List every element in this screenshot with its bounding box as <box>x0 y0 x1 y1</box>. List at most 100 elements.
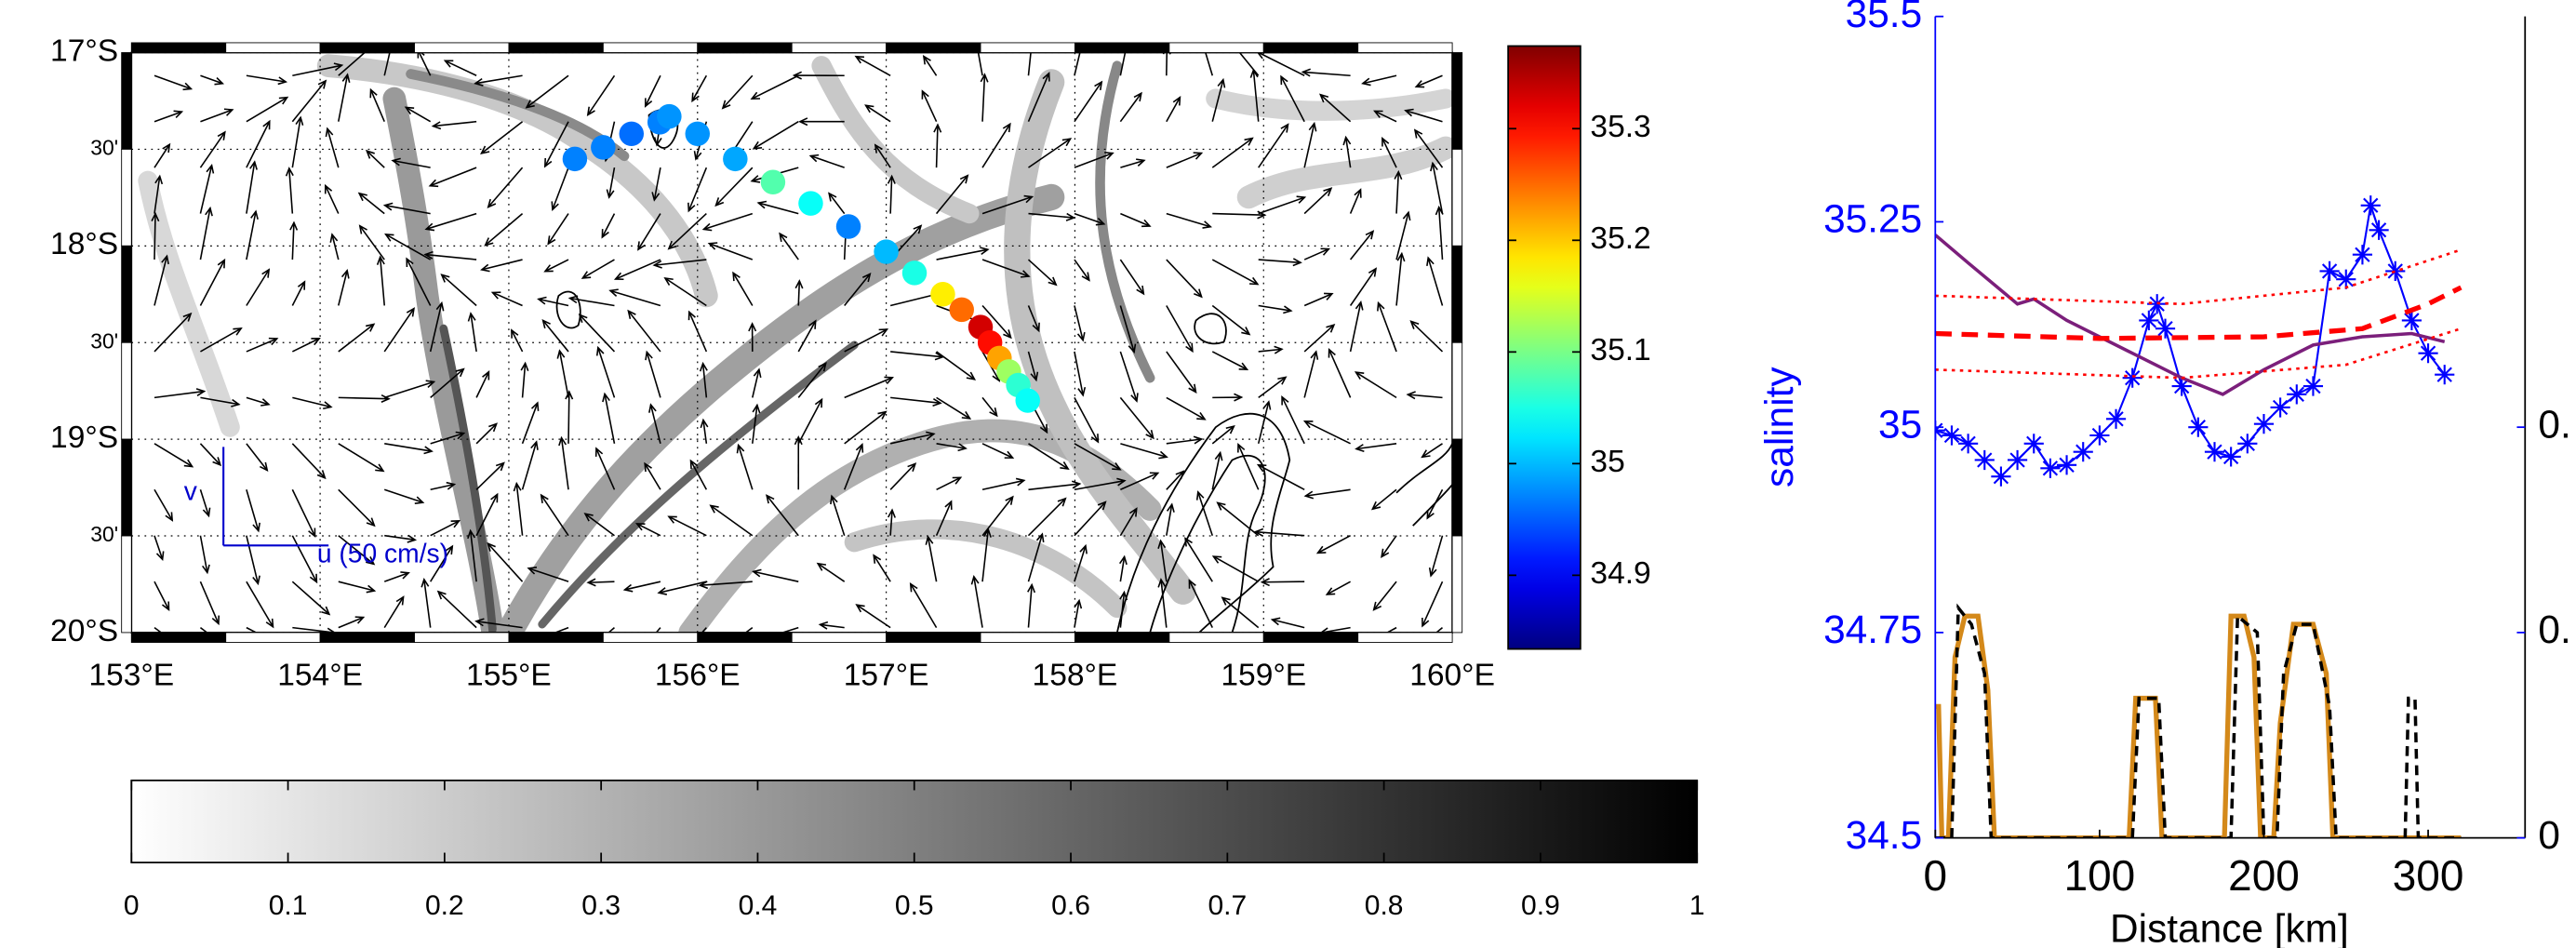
current-arrow <box>393 159 431 168</box>
current-arrow <box>1120 159 1145 168</box>
current-arrow <box>1212 212 1265 217</box>
annotation: v <box>184 475 198 505</box>
current-arrow <box>288 167 294 214</box>
current-arrow <box>153 535 164 560</box>
current-arrow-head <box>1253 527 1264 537</box>
current-arrow-head <box>1002 122 1011 133</box>
current-arrow-head <box>594 447 604 457</box>
current-arrow <box>291 535 318 582</box>
colorbar-tick-label: 34.9 <box>1590 556 1650 591</box>
current-arrow <box>383 308 415 353</box>
current-arrow <box>199 581 220 624</box>
current-arrow-head <box>989 407 998 418</box>
current-arrow-head <box>217 130 226 140</box>
current-arrow <box>856 604 891 629</box>
current-arrow <box>521 402 539 445</box>
current-arrow-head <box>354 616 366 624</box>
current-arrow <box>425 253 477 260</box>
current-arrow <box>1205 52 1214 76</box>
asterisk-marker <box>2007 449 2028 471</box>
current-arrow <box>358 193 385 215</box>
current-arrow-head <box>1202 220 1213 229</box>
current-arrow <box>291 117 301 168</box>
colorbar-tick-label: 0.6 <box>1051 890 1090 921</box>
current-arrow-head <box>1130 393 1139 403</box>
current-arrow <box>636 523 661 537</box>
current-arrow-head <box>297 280 306 290</box>
current-arrow <box>587 74 616 115</box>
current-arrow-head <box>268 337 279 346</box>
current-arrow <box>581 259 615 279</box>
current-arrow-head <box>961 411 972 420</box>
current-arrow-head <box>365 149 375 159</box>
current-arrow-head <box>265 618 274 629</box>
current-arrow <box>1166 396 1206 421</box>
frame-segment <box>1168 632 1264 643</box>
current-arrow <box>544 259 569 273</box>
current-arrow-head <box>446 481 457 490</box>
current-arrow-head <box>1342 135 1352 146</box>
current-arrow-head <box>586 106 595 117</box>
current-arrow-head <box>792 71 802 80</box>
current-arrow-head <box>547 235 556 246</box>
current-arrow <box>1261 581 1305 583</box>
y-tick-label: 35 <box>1878 402 1922 446</box>
asterisk-marker <box>2352 245 2373 265</box>
current-arrow-head <box>1368 267 1378 277</box>
current-arrow-head <box>1361 77 1371 87</box>
current-arrow <box>1257 52 1305 76</box>
current-arrow <box>547 213 569 245</box>
current-arrow-head <box>693 151 702 161</box>
current-arrow <box>579 314 616 353</box>
current-arrow <box>935 125 939 168</box>
current-arrow-head <box>713 650 721 658</box>
current-arrow-head <box>1257 52 1266 60</box>
current-arrow-head <box>400 571 410 580</box>
plot-area <box>1935 195 2463 838</box>
current-arrow <box>664 277 707 307</box>
current-arrow-head <box>1394 169 1403 180</box>
current-arrow-head <box>1060 461 1070 470</box>
current-arrow-head <box>1090 434 1100 444</box>
current-arrow <box>627 310 661 353</box>
reef-contour <box>1149 454 1266 633</box>
current-arrow-head <box>384 234 394 242</box>
current-arrow <box>668 213 707 249</box>
current-arrow <box>199 535 208 573</box>
current-arrow <box>379 257 386 306</box>
current-arrow <box>199 207 211 260</box>
fsle-band <box>538 340 859 629</box>
current-arrow <box>1028 138 1072 168</box>
current-arrow-head <box>420 578 430 588</box>
transect-point <box>619 121 645 147</box>
current-arrow <box>701 363 708 398</box>
current-arrow <box>153 581 170 610</box>
current-arrow <box>200 327 242 353</box>
current-arrow <box>1028 212 1074 219</box>
current-arrow <box>1374 110 1397 123</box>
asterisk-marker <box>2171 376 2192 396</box>
current-arrow-head <box>748 322 757 332</box>
fsle-band <box>496 183 1065 633</box>
current-arrow-head <box>1325 587 1336 595</box>
current-arrow <box>702 420 708 444</box>
current-arrow <box>1074 479 1126 491</box>
current-arrow-head <box>606 189 615 199</box>
current-arrow <box>890 351 943 358</box>
current-arrow-head <box>1234 393 1244 402</box>
current-arrow <box>1119 508 1138 537</box>
current-arrow <box>560 437 569 490</box>
current-arrow-head <box>431 121 442 130</box>
current-arrow-head <box>622 583 634 593</box>
current-arrow <box>584 513 615 537</box>
current-arrow-head <box>151 211 160 222</box>
current-arrow <box>153 313 192 353</box>
current-arrow <box>1211 351 1248 370</box>
colorbar-tick-label: 0 <box>124 890 140 921</box>
current-arrow-head <box>877 410 888 420</box>
current-arrow-head <box>828 192 837 202</box>
current-arrow-head <box>316 470 327 480</box>
current-arrow <box>554 626 569 633</box>
current-arrow <box>153 176 161 214</box>
current-arrow-head <box>887 174 896 184</box>
